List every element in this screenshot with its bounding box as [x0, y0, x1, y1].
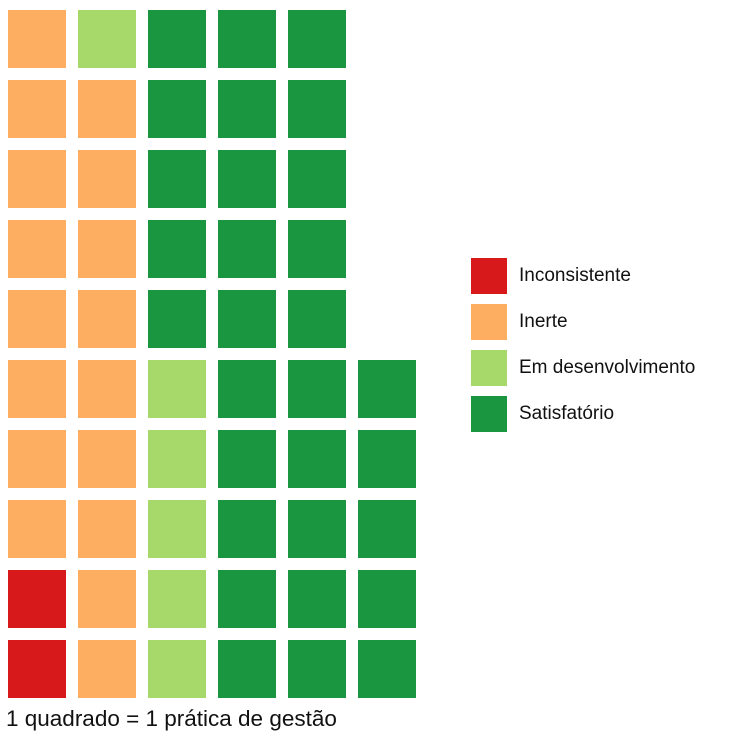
- waffle-square-inerte: [8, 360, 66, 418]
- legend-swatch-em-desenvolvimento: [471, 350, 507, 386]
- chart-caption: 1 quadrado = 1 prática de gestão: [6, 706, 337, 731]
- waffle-square-satisfatorio: [148, 220, 206, 278]
- waffle-square-satisfatorio: [218, 150, 276, 208]
- waffle-square-satisfatorio: [358, 500, 416, 558]
- waffle-square-inerte: [78, 80, 136, 138]
- legend-label-em-desenvolvimento: Em desenvolvimento: [519, 357, 696, 378]
- waffle-square-inerte: [8, 430, 66, 488]
- waffle-square-satisfatorio: [288, 430, 346, 488]
- waffle-square-satisfatorio: [148, 80, 206, 138]
- waffle-square-satisfatorio: [148, 10, 206, 68]
- legend-label-inconsistente: Inconsistente: [519, 265, 631, 286]
- waffle-square-inerte: [78, 360, 136, 418]
- waffle-square-em-desenvolvimento: [148, 500, 206, 558]
- waffle-chart: [8, 10, 416, 698]
- waffle-square-satisfatorio: [148, 150, 206, 208]
- legend-swatch-inconsistente: [471, 258, 507, 294]
- waffle-square-satisfatorio: [358, 640, 416, 698]
- waffle-square-inerte: [8, 10, 66, 68]
- waffle-square-satisfatorio: [218, 360, 276, 418]
- legend-label-inerte: Inerte: [519, 311, 568, 332]
- legend-item-satisfatorio: Satisfatório: [471, 396, 695, 432]
- waffle-square-em-desenvolvimento: [148, 360, 206, 418]
- legend-swatch-inerte: [471, 304, 507, 340]
- waffle-square-satisfatorio: [288, 360, 346, 418]
- waffle-square-satisfatorio: [288, 500, 346, 558]
- legend-item-inconsistente: Inconsistente: [471, 258, 695, 294]
- legend-item-inerte: Inerte: [471, 304, 695, 340]
- waffle-square-satisfatorio: [218, 500, 276, 558]
- waffle-square-satisfatorio: [148, 290, 206, 348]
- waffle-square-satisfatorio: [288, 10, 346, 68]
- waffle-square-satisfatorio: [218, 80, 276, 138]
- waffle-square-inerte: [78, 150, 136, 208]
- waffle-square-em-desenvolvimento: [78, 10, 136, 68]
- legend-item-em-desenvolvimento: Em desenvolvimento: [471, 350, 695, 386]
- waffle-square-satisfatorio: [288, 570, 346, 628]
- legend-swatch-satisfatorio: [471, 396, 507, 432]
- waffle-square-inconsistente: [8, 640, 66, 698]
- waffle-square-inconsistente: [8, 570, 66, 628]
- waffle-square-inerte: [78, 290, 136, 348]
- waffle-square-inerte: [78, 220, 136, 278]
- waffle-square-inerte: [78, 430, 136, 488]
- waffle-square-em-desenvolvimento: [148, 570, 206, 628]
- waffle-square-satisfatorio: [288, 640, 346, 698]
- waffle-square-satisfatorio: [358, 360, 416, 418]
- waffle-square-em-desenvolvimento: [148, 640, 206, 698]
- waffle-square-satisfatorio: [218, 640, 276, 698]
- waffle-square-inerte: [8, 220, 66, 278]
- waffle-square-inerte: [8, 80, 66, 138]
- waffle-square-inerte: [78, 500, 136, 558]
- waffle-square-satisfatorio: [358, 570, 416, 628]
- legend-label-satisfatorio: Satisfatório: [519, 403, 615, 424]
- waffle-square-satisfatorio: [218, 220, 276, 278]
- waffle-square-satisfatorio: [218, 10, 276, 68]
- waffle-square-inerte: [8, 150, 66, 208]
- waffle-square-inerte: [8, 290, 66, 348]
- waffle-square-satisfatorio: [218, 570, 276, 628]
- waffle-square-satisfatorio: [288, 290, 346, 348]
- waffle-square-em-desenvolvimento: [148, 430, 206, 488]
- waffle-square-inerte: [8, 500, 66, 558]
- waffle-square-satisfatorio: [288, 80, 346, 138]
- waffle-square-satisfatorio: [218, 430, 276, 488]
- waffle-square-inerte: [78, 570, 136, 628]
- waffle-square-satisfatorio: [218, 290, 276, 348]
- waffle-square-inerte: [78, 640, 136, 698]
- legend: Inconsistente Inerte Em desenvolvimento …: [471, 258, 695, 442]
- waffle-square-satisfatorio: [288, 220, 346, 278]
- waffle-square-satisfatorio: [358, 430, 416, 488]
- waffle-square-satisfatorio: [288, 150, 346, 208]
